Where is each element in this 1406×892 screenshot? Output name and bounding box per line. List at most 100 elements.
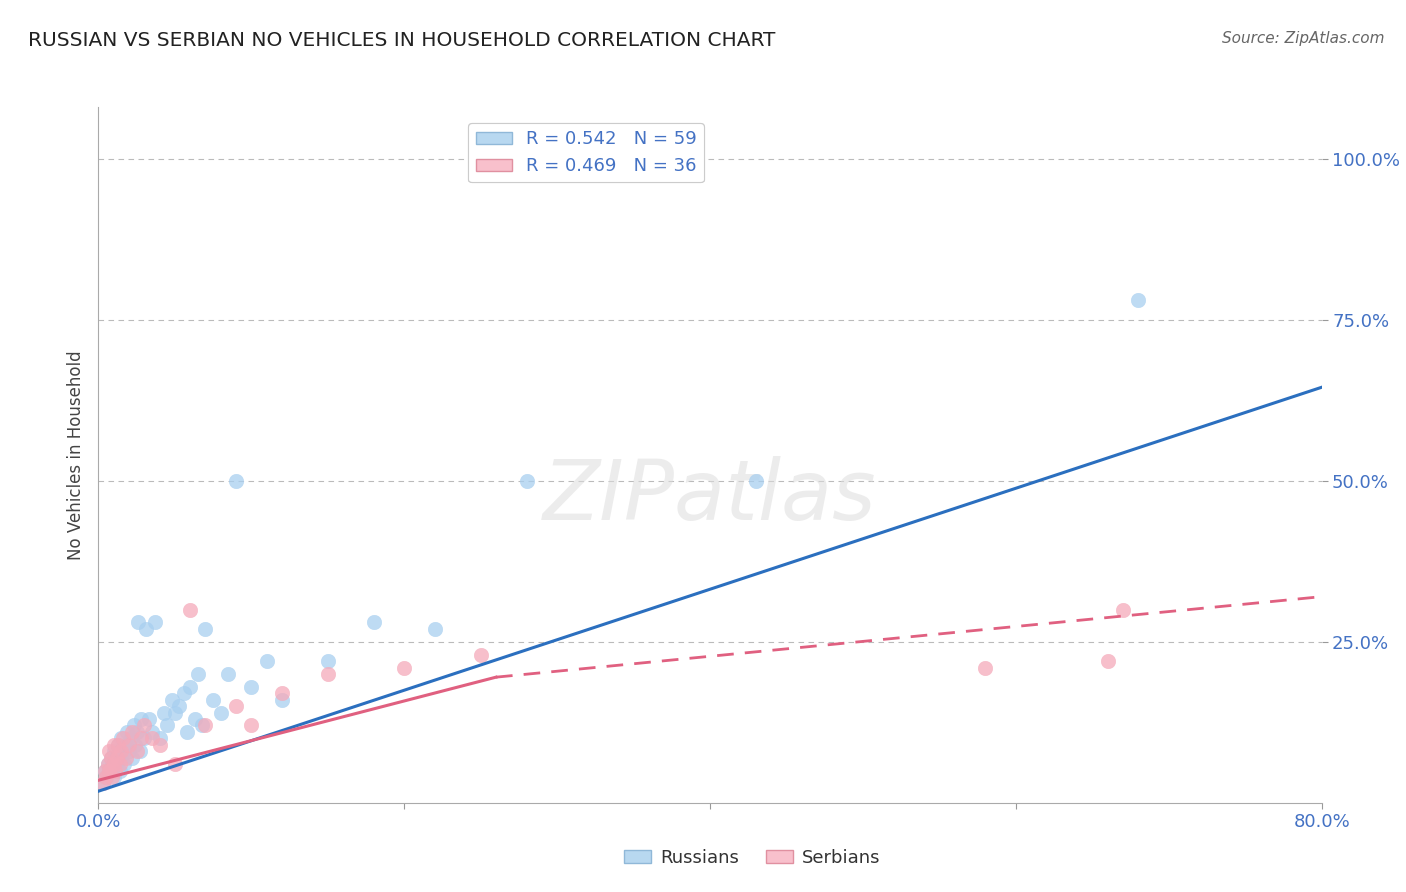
Point <box>94 770 117 784</box>
Point <box>143 615 166 630</box>
Point <box>122 718 145 732</box>
Point <box>124 738 146 752</box>
Point <box>138 712 160 726</box>
Point <box>163 706 186 720</box>
Point <box>128 744 150 758</box>
Point <box>256 654 278 668</box>
Point <box>149 731 172 746</box>
Point <box>100 750 122 764</box>
Point <box>118 738 141 752</box>
Point <box>179 680 201 694</box>
Point <box>100 750 122 764</box>
Text: Source: ZipAtlas.com: Source: ZipAtlas.com <box>1222 31 1385 46</box>
Point <box>129 712 152 726</box>
Point <box>202 692 225 706</box>
Point <box>118 744 141 758</box>
Point <box>134 731 156 746</box>
Point <box>115 738 138 752</box>
Point <box>184 712 207 726</box>
Point <box>103 738 125 752</box>
Point <box>516 474 538 488</box>
Point <box>160 692 183 706</box>
Point <box>91 776 114 790</box>
Point <box>363 615 385 630</box>
Point <box>107 738 129 752</box>
Point <box>97 757 120 772</box>
Point <box>240 718 263 732</box>
Point <box>194 718 217 732</box>
Point <box>470 648 492 662</box>
Point <box>217 667 239 681</box>
Point <box>107 738 129 752</box>
Point <box>93 764 115 778</box>
Point <box>240 680 263 694</box>
Point <box>134 718 156 732</box>
Point <box>111 744 134 758</box>
Point <box>135 622 157 636</box>
Point <box>105 757 128 772</box>
Text: RUSSIAN VS SERBIAN NO VEHICLES IN HOUSEHOLD CORRELATION CHART: RUSSIAN VS SERBIAN NO VEHICLES IN HOUSEH… <box>28 31 776 50</box>
Point <box>111 731 134 746</box>
Point <box>120 731 142 746</box>
Point <box>169 699 191 714</box>
Point <box>127 615 149 630</box>
Point <box>156 718 179 732</box>
Point <box>101 770 124 784</box>
Point <box>129 731 152 746</box>
Point <box>103 757 125 772</box>
Point <box>112 757 135 772</box>
Point <box>225 474 247 488</box>
Point <box>392 660 416 674</box>
Point <box>115 750 138 764</box>
Point <box>110 750 132 764</box>
Point <box>176 725 198 739</box>
Point <box>98 764 121 778</box>
Point <box>209 706 232 720</box>
Point <box>1112 602 1135 616</box>
Point <box>98 764 121 778</box>
Point <box>121 750 143 764</box>
Point <box>316 667 339 681</box>
Point <box>179 602 201 616</box>
Point <box>103 744 125 758</box>
Point <box>187 667 209 681</box>
Point <box>149 738 172 752</box>
Point <box>1097 654 1119 668</box>
Point <box>104 764 127 778</box>
Point <box>270 686 292 700</box>
Point <box>745 474 768 488</box>
Point <box>93 764 115 778</box>
Legend: Russians, Serbians: Russians, Serbians <box>617 842 887 874</box>
Point <box>194 622 217 636</box>
Point <box>98 744 121 758</box>
Point <box>974 660 997 674</box>
Point <box>141 731 163 746</box>
Point <box>108 757 131 772</box>
Y-axis label: No Vehicles in Household: No Vehicles in Household <box>66 350 84 560</box>
Point <box>270 692 292 706</box>
Point <box>94 770 117 784</box>
Point <box>125 744 148 758</box>
Point <box>225 699 247 714</box>
Point <box>141 725 163 739</box>
Point <box>423 622 446 636</box>
Point <box>153 706 176 720</box>
Point <box>173 686 195 700</box>
Point <box>316 654 339 668</box>
Point <box>97 757 120 772</box>
Point <box>103 770 125 784</box>
Point <box>125 725 148 739</box>
Point <box>105 750 128 764</box>
Point <box>110 744 132 758</box>
Text: ZIPatlas: ZIPatlas <box>543 456 877 537</box>
Point <box>117 725 139 739</box>
Point <box>1128 293 1150 308</box>
Point <box>121 725 143 739</box>
Legend: R = 0.542   N = 59, R = 0.469   N = 36: R = 0.542 N = 59, R = 0.469 N = 36 <box>468 123 704 183</box>
Point <box>101 757 124 772</box>
Point <box>104 750 127 764</box>
Point <box>191 718 214 732</box>
Point <box>91 776 114 790</box>
Point <box>110 731 132 746</box>
Point <box>108 764 131 778</box>
